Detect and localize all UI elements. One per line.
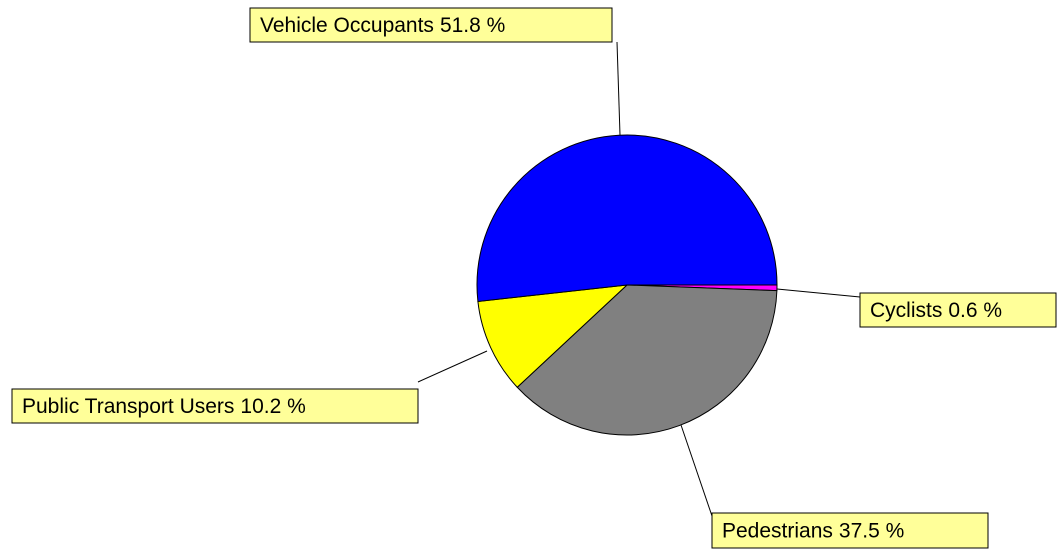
- pie-slice: [476, 134, 778, 302]
- label-box: [249, 7, 613, 43]
- slice-label: Pedestrians 37.5 %: [722, 519, 904, 542]
- leader-line: [417, 350, 488, 383]
- value-label: 51.8 %: [440, 14, 505, 37]
- category-label: Vehicle Occupants: [260, 14, 434, 37]
- pie-slice: [516, 284, 778, 436]
- category-label: Public Transport Users: [22, 395, 234, 418]
- leader-line: [776, 288, 861, 298]
- pie-slice: [477, 284, 629, 388]
- value-label: 10.2 %: [240, 395, 305, 418]
- slice-label: Public Transport Users 10.2 %: [22, 395, 306, 418]
- leader-line: [680, 424, 713, 517]
- slice-label: Vehicle Occupants 51.8 %: [260, 14, 505, 37]
- category-label: Pedestrians: [722, 519, 833, 542]
- label-box: [11, 388, 419, 424]
- slice-label: Cyclists 0.6 %: [870, 299, 1002, 322]
- label-box: [711, 512, 989, 549]
- label-box: [859, 292, 1057, 328]
- leader-line: [616, 41, 621, 136]
- category-label: Cyclists: [870, 299, 942, 322]
- value-label: 0.6 %: [948, 299, 1002, 322]
- value-label: 37.5 %: [839, 519, 904, 542]
